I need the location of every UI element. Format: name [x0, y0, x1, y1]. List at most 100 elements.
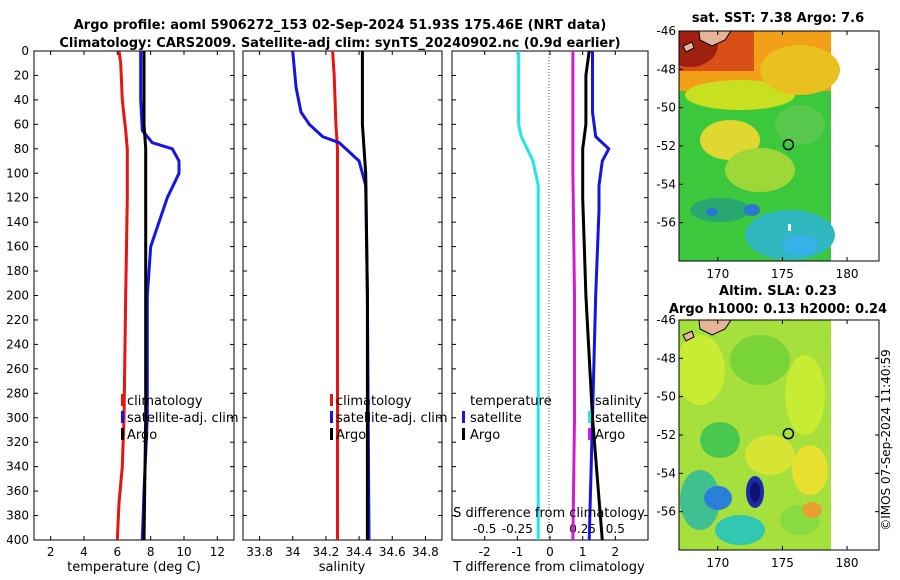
sst-map-panel: sat. SST: 7.38 Argo: 7.6 -46 -48 -50 -52 -54… — [656, 11, 880, 281]
legend-t-argo-swatch — [462, 428, 465, 440]
y-tick-label: 200 — [6, 289, 29, 303]
figure-title-line1: Argo profile: aoml 5906272_153 02-Sep-20… — [74, 18, 607, 33]
x-tick-label: 34.4 — [346, 545, 373, 559]
x-tick-label: 6 — [114, 545, 122, 559]
y-tick-label: 0 — [21, 44, 29, 58]
lat-tick-label: -52 — [656, 139, 676, 153]
imos-timestamp: ©IMOS 07-Sep-2024 11:40:59 — [879, 349, 893, 531]
legend-climatology-swatch — [330, 394, 333, 406]
float-position-marker — [782, 427, 795, 440]
s-diff-tick-label: 0 — [546, 522, 554, 536]
x-tick-label: 12 — [210, 545, 225, 559]
lon-tick-label: 180 — [836, 267, 859, 281]
legend-salinity-title: salinity — [595, 394, 642, 409]
lat-tick-label: -50 — [656, 101, 676, 115]
lat-tick-label: -54 — [656, 466, 676, 480]
s-diff-tick-label: 0.5 — [606, 522, 625, 536]
legend-t-argo-label: Argo — [470, 428, 500, 443]
y-tick-label: 120 — [6, 191, 29, 205]
lat-tick-label: -46 — [656, 313, 676, 327]
y-tick-label: 260 — [6, 362, 29, 376]
salinity-axes-box — [242, 50, 443, 541]
series-line-s-argo — [571, 51, 576, 540]
sst-map-title: sat. SST: 7.38 Argo: 7.6 — [692, 11, 864, 26]
temperature-legend: climatology satellite-adj. clim Argo — [121, 394, 239, 443]
legend-s-argo-swatch — [588, 428, 591, 440]
x-tick-label: -2 — [479, 545, 491, 559]
legend-s-satellite-swatch — [588, 411, 591, 423]
y-tick-label: 100 — [6, 166, 29, 180]
series-line-climatology — [115, 51, 129, 540]
y-tick-label: 320 — [6, 435, 29, 449]
figure-title-line2: Climatology: CARS2009. Satellite-adj cli… — [59, 36, 620, 51]
salinity-xlabel: salinity — [319, 560, 366, 575]
t-difference-xlabel: T difference from climatology — [452, 560, 645, 575]
temperature-panel: 0 20 40 60 80 100 120 140 160 180 200 220 240 260 280 3… — [6, 44, 239, 575]
difference-axes-box — [451, 50, 649, 541]
series-line-climatology — [331, 51, 339, 540]
lon-tick-label: 175 — [771, 556, 794, 570]
x-tick-label: 34.2 — [313, 545, 340, 559]
salinity-legend: climatology satellite-adj. clim Argo — [330, 394, 448, 443]
legend-satellite-label: satellite-adj. clim — [127, 411, 239, 426]
y-tick-label: 140 — [6, 215, 29, 229]
s-diff-tick-label: -0.25 — [502, 522, 533, 536]
lat-tick-label: -48 — [656, 62, 676, 76]
difference-panel: -2 -1 0 1 2 -0.5 -0.25 0 0.25 0.5 S difference f… — [451, 50, 649, 575]
sla-map-panel: Altim. SLA: 0.23 Argo h1000: 0.13 h2000:… — [656, 284, 887, 570]
legend-argo-swatch — [121, 428, 124, 440]
x-tick-label: 1 — [579, 545, 587, 559]
y-tick-label: 40 — [14, 93, 29, 107]
legend-satellite-label: satellite-adj. clim — [336, 411, 448, 426]
y-tick-label: 400 — [6, 533, 29, 547]
sla-map-title-line1: Altim. SLA: 0.23 — [719, 284, 837, 299]
x-tick-label: 34.6 — [379, 545, 406, 559]
temperature-axes-box — [33, 50, 235, 541]
legend-satellite-swatch — [330, 411, 333, 423]
series-line-s-satellite — [517, 51, 540, 540]
legend-satellite-swatch — [121, 411, 124, 423]
x-tick-label: 4 — [80, 545, 88, 559]
x-tick-label: 2 — [47, 545, 55, 559]
salinity-panel: 33.8 34 34.2 34.4 34.6 34.8 salinity climatol… — [242, 50, 448, 575]
y-tick-label: 20 — [14, 68, 29, 82]
float-position-marker — [782, 138, 795, 151]
legend-argo-swatch — [330, 428, 333, 440]
legend-t-satellite-label: satellite — [470, 411, 522, 426]
series-line-t-argo — [581, 51, 604, 540]
lon-tick-label: 170 — [706, 556, 729, 570]
s-diff-tick-label: -0.5 — [473, 522, 496, 536]
legend-t-satellite-swatch — [462, 411, 465, 423]
series-line-satellite-adj-clim — [139, 51, 181, 540]
sla-map-title-line2: Argo h1000: 0.13 h2000: 0.24 — [669, 302, 887, 317]
lat-tick-label: -48 — [656, 351, 676, 365]
difference-legend: temperature satellite Argo salinity sate… — [462, 394, 647, 443]
lon-tick-label: 180 — [836, 556, 859, 570]
legend-s-satellite-label: satellite — [595, 411, 647, 426]
series-line-t-satellite — [587, 51, 611, 540]
lat-tick-label: -52 — [656, 428, 676, 442]
lat-tick-label: -50 — [656, 390, 676, 404]
lat-tick-label: -54 — [656, 177, 676, 191]
x-tick-label: 34 — [285, 545, 300, 559]
legend-climatology-swatch — [121, 394, 124, 406]
legend-temperature-title: temperature — [470, 394, 552, 409]
y-tick-label: 240 — [6, 337, 29, 351]
lat-tick-label: -56 — [656, 505, 676, 519]
legend-argo-label: Argo — [127, 428, 157, 443]
y-tick-label: 280 — [6, 386, 29, 400]
lon-tick-label: 170 — [706, 267, 729, 281]
y-tick-label: 60 — [14, 117, 29, 131]
x-tick-label: 0 — [546, 545, 554, 559]
y-tick-label: 180 — [6, 264, 29, 278]
x-tick-label: 34.8 — [412, 545, 439, 559]
y-tick-label: 360 — [6, 484, 29, 498]
y-tick-label: 340 — [6, 460, 29, 474]
series-line-argo — [360, 51, 369, 540]
lat-tick-label: -56 — [656, 216, 676, 230]
x-tick-label: 2 — [612, 545, 620, 559]
x-tick-label: 8 — [147, 545, 155, 559]
x-tick-label: -1 — [511, 545, 523, 559]
temperature-xlabel: temperature (deg C) — [67, 560, 201, 575]
